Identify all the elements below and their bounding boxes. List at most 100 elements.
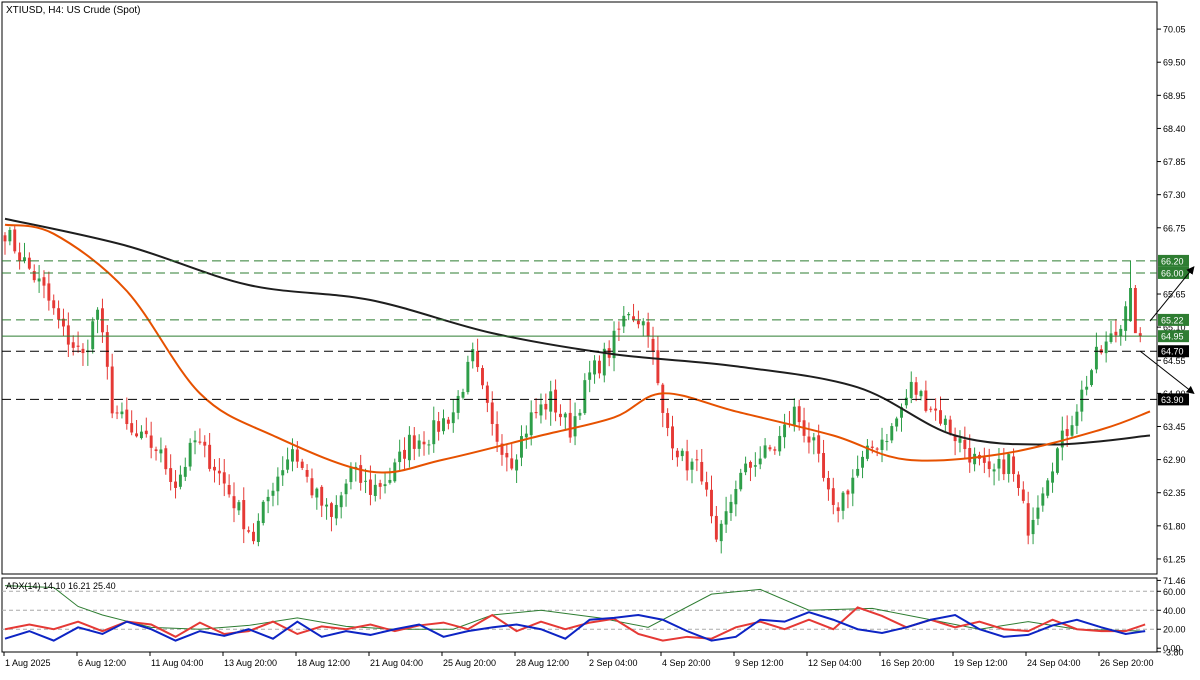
candle-body bbox=[310, 478, 314, 496]
candle-body bbox=[178, 474, 182, 487]
adx-main-line bbox=[4, 585, 1146, 632]
candle-body bbox=[66, 325, 70, 345]
x-tick-label: 4 Sep 20:00 bbox=[662, 658, 711, 668]
candle-body bbox=[1085, 386, 1089, 390]
candle-body bbox=[398, 451, 402, 463]
down-arrow-annotation bbox=[1139, 350, 1195, 394]
candle-body bbox=[383, 484, 387, 487]
candle-body bbox=[315, 488, 319, 498]
candle-body bbox=[1114, 331, 1118, 336]
candle-body bbox=[432, 420, 436, 445]
candle-body bbox=[174, 481, 177, 488]
candle-body bbox=[563, 413, 567, 418]
candle-body bbox=[320, 486, 324, 506]
candle-body bbox=[1002, 459, 1006, 475]
candle-body bbox=[368, 479, 372, 495]
candle-body bbox=[139, 431, 143, 439]
candle-body bbox=[213, 466, 216, 471]
price-tick-label: 70.05 bbox=[1163, 25, 1186, 35]
candle-body bbox=[159, 449, 163, 454]
candle-body bbox=[861, 456, 864, 468]
adx-minus-di-line bbox=[4, 611, 1146, 642]
candle-body bbox=[671, 426, 674, 449]
candle-body bbox=[846, 490, 850, 495]
candle-body bbox=[632, 316, 635, 320]
candle-body bbox=[407, 434, 411, 461]
candle-body bbox=[3, 235, 7, 242]
level-label-box bbox=[1158, 266, 1189, 279]
up-arrow-annotation bbox=[1149, 266, 1195, 322]
candle-body bbox=[461, 391, 465, 398]
candle-body bbox=[841, 492, 845, 511]
x-tick-label: 6 Aug 12:00 bbox=[78, 658, 126, 668]
candle-body bbox=[583, 380, 587, 414]
price-tick-label: 62.35 bbox=[1163, 488, 1186, 498]
price-tick-label: 69.50 bbox=[1163, 58, 1186, 68]
candle-body bbox=[188, 442, 192, 467]
candle-body bbox=[700, 461, 704, 482]
candle-body bbox=[1055, 448, 1059, 473]
candle-body bbox=[597, 360, 601, 374]
candle-body bbox=[154, 449, 158, 452]
candle-body bbox=[295, 449, 299, 462]
candle-body bbox=[359, 465, 363, 483]
candle-body bbox=[271, 490, 275, 496]
candle-body bbox=[325, 504, 329, 507]
candle-body bbox=[1065, 429, 1069, 436]
candle-body bbox=[300, 461, 304, 468]
moving-average-orange-line bbox=[4, 223, 1151, 474]
candle-body bbox=[661, 384, 665, 413]
candle-body bbox=[120, 411, 124, 415]
candle-body bbox=[490, 402, 494, 424]
candle-body bbox=[110, 366, 114, 414]
price-tick-label: 65.65 bbox=[1163, 290, 1186, 300]
x-tick-label: 12 Sep 04:00 bbox=[808, 658, 862, 668]
candle-body bbox=[437, 421, 441, 432]
adx-plus-di-line bbox=[4, 606, 1146, 642]
candle-body bbox=[948, 419, 952, 434]
candle-body bbox=[617, 328, 621, 330]
candle-body bbox=[266, 496, 270, 502]
adx-title: ADX(14) 14.10 16.21 25.40 bbox=[6, 581, 116, 591]
candle-body bbox=[422, 441, 426, 445]
candle-body bbox=[968, 447, 972, 463]
candle-body bbox=[1075, 411, 1079, 426]
candle-body bbox=[388, 479, 392, 483]
candle-body bbox=[729, 501, 733, 514]
candle-body bbox=[739, 472, 743, 490]
candle-body bbox=[1129, 288, 1132, 322]
candle-body bbox=[870, 446, 874, 448]
candle-body bbox=[822, 452, 826, 478]
candle-body bbox=[758, 458, 762, 465]
price-tick-label: 67.30 bbox=[1163, 190, 1186, 200]
candle-body bbox=[286, 459, 290, 470]
adx-pane-frame bbox=[1, 577, 1158, 653]
candle-body bbox=[724, 511, 728, 525]
candle-body bbox=[675, 450, 679, 458]
candle-body bbox=[149, 435, 153, 448]
candle-body bbox=[481, 368, 484, 386]
candle-body bbox=[446, 419, 450, 424]
candle-body bbox=[373, 484, 377, 496]
level-label-box bbox=[1158, 345, 1189, 358]
candle-body bbox=[364, 480, 368, 482]
candle-body bbox=[344, 483, 348, 495]
candle-body bbox=[227, 484, 231, 495]
candle-body bbox=[208, 444, 212, 469]
candle-body bbox=[573, 416, 577, 437]
candle-body bbox=[1021, 489, 1025, 501]
candle-body bbox=[568, 412, 572, 438]
x-tick-label: 26 Sep 20:00 bbox=[1100, 658, 1154, 668]
candle-body bbox=[690, 461, 694, 470]
adx-tick-label: 20.00 bbox=[1163, 625, 1186, 635]
candle-body bbox=[217, 470, 221, 474]
x-tick-label: 16 Sep 20:00 bbox=[881, 658, 935, 668]
candle-body bbox=[895, 418, 899, 427]
candle-body bbox=[1051, 471, 1055, 483]
candle-body bbox=[476, 351, 480, 368]
level-label-box bbox=[1158, 254, 1189, 267]
candle-body bbox=[47, 283, 51, 301]
candle-body bbox=[27, 257, 31, 269]
